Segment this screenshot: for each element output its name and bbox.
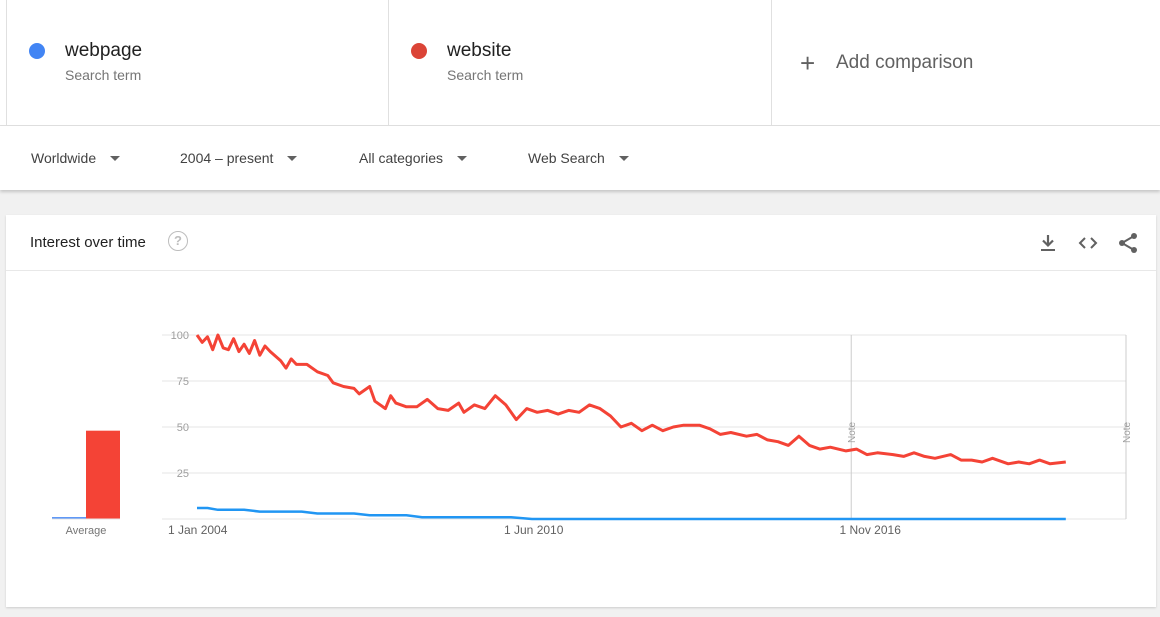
time-range-dropdown[interactable]: 2004 – present bbox=[180, 150, 298, 166]
y-tick-label: 50 bbox=[177, 422, 189, 434]
average-bar-webpage bbox=[52, 517, 86, 519]
series-color-dot bbox=[29, 43, 45, 59]
search-term-type: Search term bbox=[65, 67, 142, 83]
add-comparison-label: Add comparison bbox=[836, 52, 974, 73]
note-label: Note bbox=[847, 421, 858, 443]
y-tick-label: 100 bbox=[171, 330, 189, 342]
add-icon: + bbox=[800, 48, 816, 78]
share-icon[interactable] bbox=[1116, 231, 1140, 255]
search-term-name: webpage bbox=[65, 40, 143, 61]
card-title: Interest over time bbox=[30, 234, 146, 251]
region-dropdown[interactable]: Worldwide bbox=[31, 150, 121, 166]
note-label: Note bbox=[1122, 421, 1133, 443]
time-range-dropdown-label: 2004 – present bbox=[180, 150, 274, 166]
category-dropdown[interactable]: All categories bbox=[359, 150, 468, 166]
interest-over-time-card: Interest over time ? 100 75 50 25 Note Note 1 … bbox=[6, 215, 1156, 607]
search-term-name: website bbox=[447, 40, 512, 61]
search-terms-bar: webpage Search term website Search term … bbox=[0, 0, 1160, 126]
x-tick-label: 1 Nov 2016 bbox=[839, 523, 901, 537]
series-line-webpage bbox=[197, 506, 1066, 521]
series-color-dot bbox=[411, 43, 427, 59]
x-tick-label: 1 Jan 2004 bbox=[168, 523, 228, 537]
search-term-card-website[interactable]: website Search term bbox=[389, 0, 772, 125]
embed-code-icon[interactable] bbox=[1076, 231, 1100, 255]
search-term-type: Search term bbox=[447, 67, 524, 83]
y-tick-label: 75 bbox=[177, 376, 189, 388]
caret-down-icon bbox=[457, 155, 468, 161]
x-tick-label: 1 Jun 2010 bbox=[504, 523, 564, 537]
caret-down-icon bbox=[287, 155, 298, 161]
average-label: Average bbox=[66, 525, 107, 537]
category-dropdown-label: All categories bbox=[359, 150, 444, 166]
series-line-website bbox=[195, 333, 1066, 466]
caret-down-icon bbox=[110, 155, 121, 161]
y-tick-label: 25 bbox=[177, 468, 189, 480]
filter-bar: Worldwide 2004 – present All categories … bbox=[0, 126, 1160, 190]
card-header: Interest over time ? bbox=[6, 215, 1156, 271]
caret-down-icon bbox=[618, 155, 629, 161]
add-comparison-button[interactable]: + Add comparison bbox=[772, 0, 1160, 125]
search-type-dropdown-label: Web Search bbox=[528, 150, 605, 166]
search-type-dropdown[interactable]: Web Search bbox=[528, 150, 629, 166]
search-term-card-webpage[interactable]: webpage Search term bbox=[6, 0, 389, 125]
interest-over-time-chart: 100 75 50 25 Note Note 1 Jan 2004 1 Jun 2010 1 N… bbox=[52, 330, 1133, 537]
region-dropdown-label: Worldwide bbox=[31, 150, 97, 166]
help-icon[interactable]: ? bbox=[168, 231, 188, 251]
download-icon[interactable] bbox=[1036, 231, 1060, 255]
average-bar-website bbox=[86, 430, 120, 519]
